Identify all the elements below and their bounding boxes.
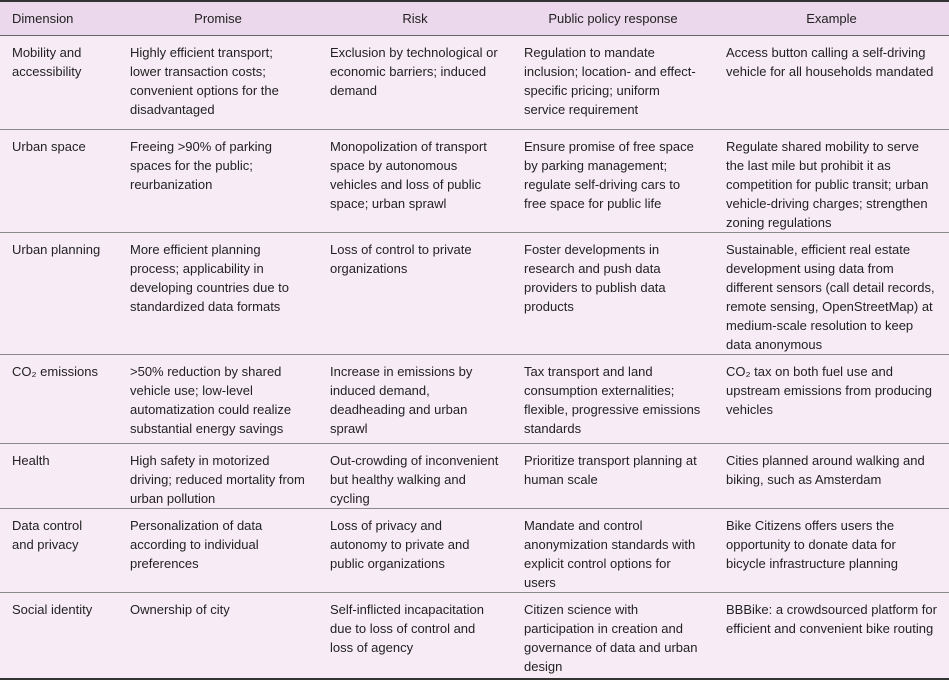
cell-risk: Loss of privacy and autonomy to private … <box>318 508 512 593</box>
cell-example: Cities planned around walking and biking… <box>714 443 949 509</box>
header-risk: Risk <box>318 0 512 36</box>
cell-example: Sustainable, efficient real estate devel… <box>714 232 949 355</box>
cell-promise: High safety in motorized driving; reduce… <box>118 443 318 509</box>
cell-example: Access button calling a self-driving veh… <box>714 35 949 130</box>
cell-policy: Prioritize transport planning at human s… <box>512 443 714 509</box>
cell-policy: Citizen science with participation in cr… <box>512 592 714 680</box>
table-row: Urban space Freeing >90% of parking space… <box>0 129 949 233</box>
cell-risk: Monopolization of transport space by aut… <box>318 129 512 233</box>
cell-dimension: Social identity <box>0 592 118 680</box>
cell-example: Regulate shared mobility to serve the la… <box>714 129 949 233</box>
cell-policy: Mandate and control anonymization standa… <box>512 508 714 593</box>
table-row: Social identity Ownership of city Self-inf… <box>0 592 949 680</box>
cell-dimension: Urban planning <box>0 232 118 355</box>
header-example: Example <box>714 0 949 36</box>
cell-risk: Self-inflicted incapacitation due to los… <box>318 592 512 680</box>
table-row: Urban planning More efficient planning pr… <box>0 232 949 355</box>
cell-risk: Exclusion by technological or economic b… <box>318 35 512 130</box>
cell-dimension: Mobility and accessibility <box>0 35 118 130</box>
cell-dimension: Data control and privacy <box>0 508 118 593</box>
cell-promise: More efficient planning process; applica… <box>118 232 318 355</box>
cell-policy: Ensure promise of free space by parking … <box>512 129 714 233</box>
cell-dimension: Health <box>0 443 118 509</box>
cell-promise: >50% reduction by shared vehicle use; lo… <box>118 354 318 444</box>
table-row: Mobility and accessibility Highly efficie… <box>0 35 949 130</box>
cell-policy: Foster developments in research and push… <box>512 232 714 355</box>
cell-promise: Ownership of city <box>118 592 318 680</box>
header-row: Dimension Promise Risk Public policy res… <box>0 0 949 36</box>
cell-promise: Highly efficient transport; lower transa… <box>118 35 318 130</box>
table-row: Data control and privacy Personalization … <box>0 508 949 593</box>
cell-example: CO₂ tax on both fuel use and upstream em… <box>714 354 949 444</box>
cell-risk: Out-crowding of inconvenient but healthy… <box>318 443 512 509</box>
table-row: Health High safety in motorized driving; … <box>0 443 949 509</box>
cell-risk: Loss of control to private organizations <box>318 232 512 355</box>
cell-promise: Personalization of data according to ind… <box>118 508 318 593</box>
cell-dimension: Urban space <box>0 129 118 233</box>
header-dimension: Dimension <box>0 0 118 36</box>
cell-policy: Regulation to mandate inclusion; locatio… <box>512 35 714 130</box>
table-row: CO₂ emissions >50% reduction by shared ve… <box>0 354 949 444</box>
cell-policy: Tax transport and land consumption exter… <box>512 354 714 444</box>
header-promise: Promise <box>118 0 318 36</box>
cell-dimension: CO₂ emissions <box>0 354 118 444</box>
cell-example: Bike Citizens offers users the opportuni… <box>714 508 949 593</box>
cell-example: BBBike: a crowdsourced platform for effi… <box>714 592 949 680</box>
header-policy: Public policy response <box>512 0 714 36</box>
cell-risk: Increase in emissions by induced demand,… <box>318 354 512 444</box>
cell-promise: Freeing >90% of parking spaces for the p… <box>118 129 318 233</box>
